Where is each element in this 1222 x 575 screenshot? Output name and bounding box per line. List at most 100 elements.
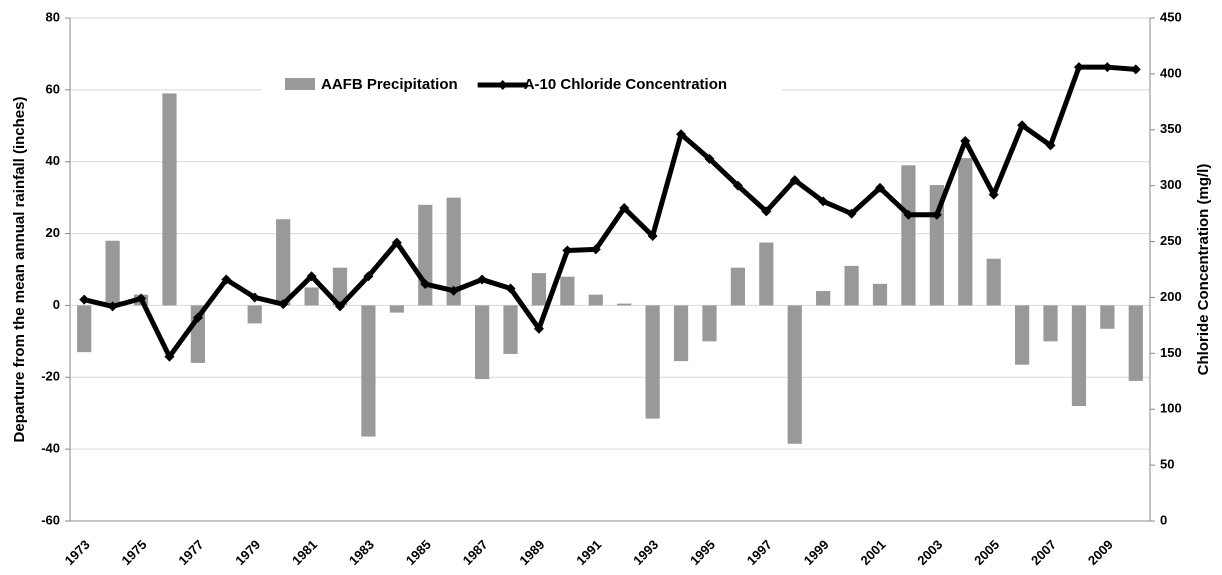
y2-tick-label: 50 — [1160, 457, 1174, 472]
x-tick-label: 1981 — [289, 537, 320, 568]
line-marker — [704, 153, 715, 164]
line-marker — [562, 245, 573, 256]
line-marker — [590, 244, 601, 255]
line-marker — [761, 206, 772, 217]
y2-tick-label: 100 — [1160, 401, 1182, 416]
bar — [617, 303, 632, 306]
y2-tick-label: 450 — [1160, 9, 1182, 24]
legend-swatch — [285, 78, 315, 90]
line-marker — [960, 135, 971, 146]
x-tick-label: 1989 — [516, 537, 547, 568]
bar — [332, 267, 348, 306]
line-marker — [79, 294, 90, 305]
line-marker — [477, 274, 488, 285]
bar — [816, 291, 831, 306]
legend-label: A-10 Chloride Concentration — [524, 76, 727, 93]
line-marker — [789, 175, 800, 186]
y2-tick-label: 400 — [1160, 65, 1182, 80]
bar — [1043, 305, 1058, 342]
line-marker — [306, 271, 317, 282]
bar — [1100, 305, 1115, 329]
line — [83, 64, 1136, 360]
line-marker — [278, 299, 289, 310]
bar — [986, 258, 1001, 306]
bar — [645, 305, 660, 419]
line-marker — [988, 189, 999, 200]
bar — [1015, 305, 1030, 365]
y2-tick-label: 250 — [1160, 233, 1182, 248]
line-marker — [619, 203, 630, 214]
x-tick-label: 1993 — [630, 537, 661, 568]
y-tick-label: -60 — [41, 512, 60, 527]
bar — [588, 294, 603, 306]
line-marker — [363, 271, 374, 282]
line-marker — [448, 285, 459, 296]
y-axis-title: Departure from the mean annual rainfall … — [11, 97, 28, 443]
line-marker — [676, 129, 687, 140]
bar — [276, 219, 291, 306]
line-marker — [533, 323, 544, 334]
x-tick-label: 2009 — [1085, 537, 1116, 568]
y-tick-label: 80 — [46, 9, 60, 24]
bar — [702, 305, 717, 342]
x-tick-label: 1991 — [573, 537, 604, 568]
x-tick-label: 2001 — [857, 537, 888, 568]
legend-label: AAFB Precipitation — [321, 76, 458, 93]
y-tick-label: -40 — [41, 441, 60, 456]
line-marker — [1045, 140, 1056, 151]
x-tick-label: 1995 — [687, 537, 718, 568]
bar — [247, 305, 262, 324]
legend-marker — [497, 80, 508, 90]
line-marker — [1073, 62, 1084, 73]
bar — [361, 305, 376, 437]
y2-tick-label: 300 — [1160, 177, 1182, 192]
bar — [105, 240, 120, 306]
bar — [531, 273, 547, 306]
line-marker — [192, 312, 203, 323]
bar — [958, 158, 973, 306]
bar — [304, 287, 319, 306]
bar — [844, 265, 859, 306]
legend: AAFB Precipitation A-10 Chloride Concentr… — [262, 68, 782, 102]
line-marker — [505, 283, 516, 294]
bar — [162, 93, 177, 306]
y2-tick-label: 350 — [1160, 121, 1182, 136]
x-tick-label: 1973 — [62, 537, 93, 568]
y2-tick-label: 200 — [1160, 289, 1182, 304]
line-marker — [818, 196, 829, 207]
line-marker — [107, 301, 118, 312]
x-tick-label: 1985 — [403, 537, 434, 568]
line-marker — [1102, 62, 1113, 73]
y-tick-label: 20 — [46, 225, 60, 240]
line-marker — [647, 230, 658, 241]
line-marker — [391, 237, 402, 248]
bar — [475, 305, 490, 380]
y-tick-label: 0 — [53, 297, 60, 312]
x-tick-label: 1997 — [744, 537, 775, 568]
line-marker — [221, 274, 232, 285]
y2-axis-title: Chloride Concentration (mg/l) — [1195, 164, 1212, 376]
line-marker — [1130, 64, 1141, 75]
x-tick-label: 1999 — [801, 537, 832, 568]
y-tick-label: -20 — [41, 369, 60, 384]
bar — [759, 242, 774, 306]
x-tick-label: 1983 — [346, 537, 377, 568]
line-marker — [846, 208, 857, 219]
bar — [418, 204, 433, 306]
bar — [673, 305, 689, 362]
bar — [560, 276, 575, 306]
x-tick-label: 2007 — [1028, 537, 1059, 568]
bar — [77, 305, 92, 353]
bar — [446, 197, 461, 306]
line-marker — [164, 351, 175, 362]
x-tick-label: 2003 — [914, 537, 945, 568]
bar — [901, 165, 916, 306]
line-marker — [903, 209, 914, 220]
line-marker — [249, 292, 260, 303]
x-tick-label: 2005 — [971, 537, 1002, 568]
y2-tick-label: 150 — [1160, 345, 1182, 360]
bar — [503, 305, 518, 354]
bar — [1071, 305, 1087, 407]
line-marker — [1017, 120, 1028, 131]
